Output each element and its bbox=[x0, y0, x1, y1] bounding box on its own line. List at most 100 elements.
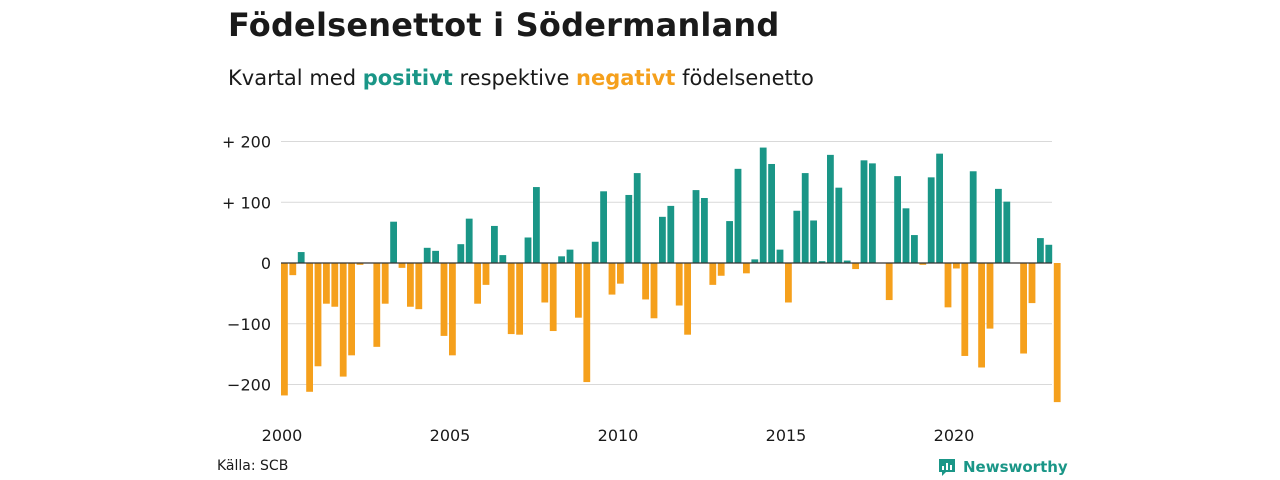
bar-2018-q3 bbox=[902, 208, 910, 263]
bar-2020-q3 bbox=[969, 171, 977, 263]
bar-2003-q2 bbox=[390, 221, 397, 263]
bar-2003-q1 bbox=[381, 263, 389, 304]
bar-2017-q1 bbox=[852, 263, 859, 270]
bar-2022-q4 bbox=[1045, 244, 1053, 264]
bar-2012-q4 bbox=[709, 263, 717, 285]
bar-2008-q2 bbox=[558, 256, 565, 263]
bar-2016-q2 bbox=[827, 154, 834, 264]
newsworthy-logo-icon bbox=[939, 459, 955, 476]
bar-2010-q2 bbox=[625, 194, 633, 263]
bar-2011-q1 bbox=[650, 263, 658, 319]
bar-2012-q3 bbox=[701, 198, 708, 263]
bar-2021-q1 bbox=[986, 263, 994, 329]
brand-name: Newsworthy bbox=[963, 458, 1068, 476]
bar-2011-q2 bbox=[659, 216, 666, 263]
subtitle-middle: respektive bbox=[452, 66, 577, 90]
bar-2018-q2 bbox=[894, 176, 901, 263]
bar-2003-q4 bbox=[407, 263, 414, 307]
bar-2015-q3 bbox=[801, 173, 809, 263]
bar-2012-q2 bbox=[692, 190, 700, 263]
bar-2013-q1 bbox=[717, 263, 725, 276]
subtitle-prefix: Kvartal med bbox=[228, 66, 363, 90]
bar-2015-q4 bbox=[810, 220, 817, 263]
bar-2005-q3 bbox=[465, 218, 473, 263]
bar-2023-q1 bbox=[1053, 263, 1061, 403]
bar-2009-q3 bbox=[600, 191, 607, 263]
bar-2010-q3 bbox=[633, 173, 641, 263]
bar-2012-q1 bbox=[684, 263, 691, 335]
chart-subtitle: Kvartal med positivt respektive negativt… bbox=[228, 66, 814, 90]
bar-2000-q1 bbox=[281, 263, 288, 396]
bar-2019-q3 bbox=[936, 153, 943, 263]
bar-2004-q3 bbox=[432, 250, 439, 263]
bar-2004-q4 bbox=[440, 263, 448, 336]
bar-2021-q2 bbox=[995, 188, 1002, 263]
bar-2019-q1 bbox=[919, 263, 927, 265]
bar-2009-q1 bbox=[583, 263, 591, 383]
bar-2006-q3 bbox=[499, 255, 507, 263]
bar-2013-q4 bbox=[743, 263, 750, 274]
bar-2001-q2 bbox=[323, 263, 330, 304]
bar-2002-q1 bbox=[348, 263, 355, 356]
bar-2007-q2 bbox=[524, 237, 532, 264]
bar-2015-q2 bbox=[793, 210, 801, 263]
bar-2020-q1 bbox=[953, 263, 960, 269]
bar-2006-q1 bbox=[482, 263, 490, 285]
grid-layer bbox=[281, 141, 1052, 385]
source-note: Källa: SCB bbox=[217, 458, 289, 474]
bar-2001-q1 bbox=[314, 263, 322, 367]
bar-2022-q1 bbox=[1020, 263, 1027, 354]
bar-2014-q2 bbox=[759, 147, 767, 263]
bar-2000-q2 bbox=[289, 263, 297, 276]
bar-2011-q4 bbox=[675, 263, 683, 306]
bar-2020-q2 bbox=[961, 263, 969, 356]
bar-2019-q4 bbox=[944, 263, 952, 308]
bar-2005-q1 bbox=[449, 263, 456, 356]
x-tick-label: 2005 bbox=[430, 426, 471, 445]
y-tick-label: + 100 bbox=[222, 193, 271, 212]
bar-2009-q4 bbox=[608, 263, 616, 295]
bar-2003-q3 bbox=[398, 263, 406, 268]
bar-2004-q2 bbox=[423, 247, 431, 263]
subtitle-suffix: födelsenetto bbox=[675, 66, 814, 90]
bar-2016-q3 bbox=[835, 187, 843, 263]
bar-2017-q2 bbox=[860, 160, 868, 263]
bar-2019-q2 bbox=[927, 177, 935, 263]
bar-2008-q4 bbox=[575, 263, 582, 318]
bar-2009-q2 bbox=[591, 241, 599, 263]
x-tick-label: 2000 bbox=[262, 426, 303, 445]
x-tick-label: 2010 bbox=[598, 426, 639, 445]
bar-2000-q3 bbox=[297, 252, 305, 263]
bar-2002-q2 bbox=[356, 263, 364, 265]
subtitle-positive: positivt bbox=[362, 66, 453, 90]
bar-2008-q3 bbox=[566, 249, 574, 263]
bar-2014-q1 bbox=[751, 259, 759, 264]
x-tick-label: 2020 bbox=[934, 426, 975, 445]
bar-2000-q4 bbox=[306, 263, 313, 392]
bar-2002-q4 bbox=[373, 263, 381, 347]
bar-2015-q1 bbox=[785, 263, 792, 303]
bar-2016-q4 bbox=[843, 260, 851, 263]
bar-2010-q1 bbox=[617, 263, 624, 284]
bar-2007-q1 bbox=[516, 263, 523, 335]
bar-2014-q3 bbox=[768, 163, 775, 263]
bar-2004-q1 bbox=[415, 263, 423, 310]
axis-layer: + 200 + 100 0 −100 −200 2000 2005 2010 2015 2020 bbox=[222, 133, 1052, 445]
y-tick-label: + 200 bbox=[222, 133, 271, 152]
bar-2018-q1 bbox=[885, 263, 893, 301]
bar-2007-q3 bbox=[533, 187, 540, 263]
bar-2001-q4 bbox=[339, 263, 347, 377]
y-tick-label: −200 bbox=[227, 376, 271, 395]
bar-2014-q4 bbox=[776, 249, 784, 263]
bar-2011-q3 bbox=[667, 205, 675, 263]
bar-2008-q1 bbox=[549, 263, 557, 332]
bar-2006-q4 bbox=[507, 263, 515, 335]
bar-2005-q2 bbox=[457, 244, 465, 263]
bar-2005-q4 bbox=[474, 263, 481, 304]
x-tick-label: 2015 bbox=[766, 426, 807, 445]
bar-2006-q2 bbox=[491, 225, 498, 263]
bar-2010-q4 bbox=[642, 263, 649, 300]
subtitle-negative: negativt bbox=[576, 66, 676, 90]
brand-logo: Newsworthy bbox=[937, 456, 1068, 478]
y-tick-label: 0 bbox=[261, 254, 271, 273]
